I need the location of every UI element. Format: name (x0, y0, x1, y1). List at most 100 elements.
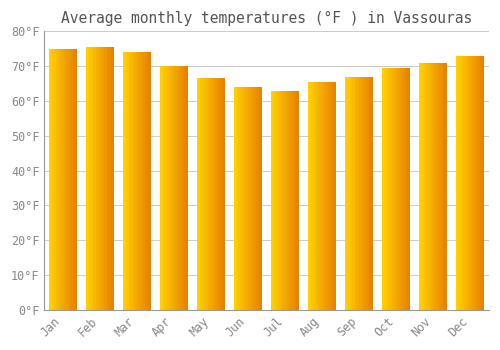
Bar (394, 68, 395, 310)
Bar (468, 56, 469, 310)
Bar (70, 49, 71, 310)
Bar (478, 56, 479, 310)
Bar (429, 63, 430, 310)
Bar (332, 82, 334, 310)
Bar (134, 52, 136, 310)
Bar (186, 66, 188, 310)
Bar (98, 47, 100, 310)
Bar (422, 63, 424, 310)
Bar (96, 47, 98, 310)
Bar (210, 78, 211, 310)
Bar (312, 82, 314, 310)
Bar (355, 77, 356, 310)
Bar (334, 82, 335, 310)
Bar (478, 56, 480, 310)
Bar (63, 49, 64, 310)
Bar (426, 63, 428, 310)
Bar (329, 82, 330, 310)
Bar (72, 49, 73, 310)
Bar (220, 78, 221, 310)
Bar (58, 49, 59, 310)
Bar (133, 52, 134, 310)
Bar (328, 82, 330, 310)
Bar (128, 52, 129, 310)
Bar (382, 68, 384, 310)
Bar (408, 68, 409, 310)
Bar (132, 52, 133, 310)
Bar (388, 68, 390, 310)
Bar (292, 91, 294, 310)
Bar (348, 77, 350, 310)
Bar (170, 66, 172, 310)
Bar (368, 77, 369, 310)
Bar (347, 77, 348, 310)
Bar (164, 66, 166, 310)
Bar (334, 82, 336, 310)
Bar (221, 78, 222, 310)
Bar (64, 49, 66, 310)
Bar (89, 47, 90, 310)
Bar (206, 78, 207, 310)
Bar (198, 78, 200, 310)
Bar (176, 66, 177, 310)
Bar (177, 66, 178, 310)
Bar (242, 87, 244, 310)
Bar (93, 47, 94, 310)
Bar (260, 87, 262, 310)
Bar (472, 56, 473, 310)
Bar (318, 82, 320, 310)
Bar (126, 52, 128, 310)
Bar (182, 66, 184, 310)
Bar (296, 91, 298, 310)
Bar (241, 87, 242, 310)
Bar (172, 66, 174, 310)
Bar (424, 63, 425, 310)
Bar (354, 77, 355, 310)
Bar (224, 78, 225, 310)
Bar (255, 87, 256, 310)
Bar (473, 56, 474, 310)
Bar (102, 47, 103, 310)
Bar (386, 68, 388, 310)
Bar (402, 68, 404, 310)
Bar (351, 77, 352, 310)
Bar (291, 91, 292, 310)
Bar (276, 91, 277, 310)
Bar (272, 91, 274, 310)
Bar (366, 77, 368, 310)
Bar (316, 82, 317, 310)
Bar (62, 49, 63, 310)
Bar (281, 91, 282, 310)
Bar (234, 87, 236, 310)
Bar (86, 47, 88, 310)
Bar (403, 68, 404, 310)
Bar (390, 68, 392, 310)
Bar (204, 78, 206, 310)
Bar (138, 52, 140, 310)
Bar (184, 66, 186, 310)
Bar (207, 78, 208, 310)
Bar (474, 56, 476, 310)
Bar (250, 87, 251, 310)
Bar (326, 82, 328, 310)
Bar (458, 56, 460, 310)
Bar (212, 78, 214, 310)
Bar (162, 66, 163, 310)
Bar (434, 63, 436, 310)
Bar (163, 66, 164, 310)
Bar (476, 56, 478, 310)
Bar (60, 49, 62, 310)
Bar (256, 87, 258, 310)
Bar (74, 49, 76, 310)
Bar (442, 63, 443, 310)
Bar (356, 77, 358, 310)
Bar (310, 82, 311, 310)
Bar (136, 52, 137, 310)
Bar (146, 52, 147, 310)
Bar (390, 68, 391, 310)
Bar (142, 52, 144, 310)
Bar (308, 82, 310, 310)
Bar (124, 52, 126, 310)
Bar (52, 49, 54, 310)
Bar (278, 91, 280, 310)
